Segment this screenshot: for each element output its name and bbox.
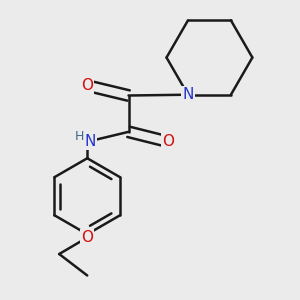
Text: O: O bbox=[81, 78, 93, 93]
Text: N: N bbox=[85, 134, 96, 149]
Text: N: N bbox=[182, 87, 194, 102]
Text: H: H bbox=[74, 130, 84, 143]
Text: O: O bbox=[162, 134, 174, 149]
Text: O: O bbox=[81, 230, 93, 245]
